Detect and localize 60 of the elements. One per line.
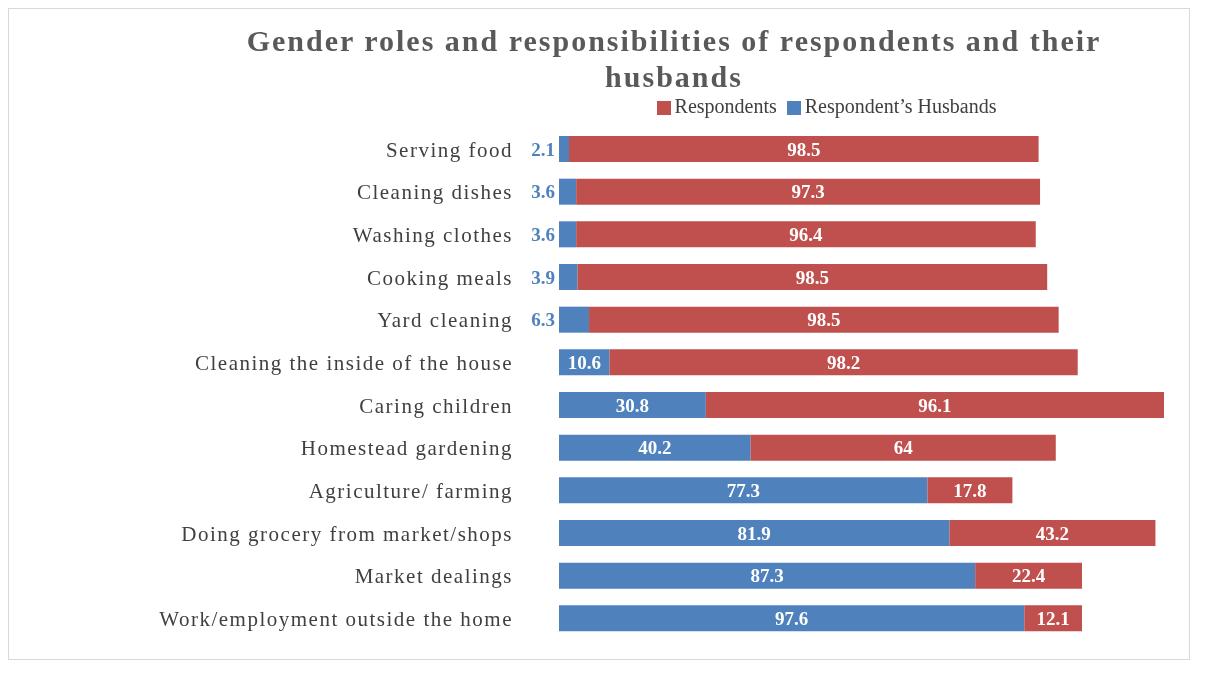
data-label: 6.3 [531,309,555,331]
y-tick-label: Doing grocery from market/shops [181,521,513,546]
data-label: 30.8 [615,394,650,416]
data-label: 96.1 [918,394,952,416]
legend-label: Respondent’s Husbands [804,95,997,117]
data-label: 12.1 [1036,607,1070,629]
bar [559,306,590,333]
bar [750,434,1056,461]
data-label: 3.6 [531,181,555,203]
bar [975,562,1082,589]
y-tick-label: Serving food [385,137,513,162]
data-label: 22.4 [1011,565,1046,587]
data-label: 3.6 [531,223,555,245]
bar [949,520,1156,546]
bar [559,178,577,205]
y-tick-label: Cleaning dishes [356,180,513,205]
data-label: 81.9 [737,522,771,544]
data-label: 96.4 [789,223,824,245]
bar [559,221,577,248]
data-label: 43.2 [1035,522,1070,544]
bar [559,264,578,290]
legend-label: Respondents [674,95,777,117]
bar [569,136,1039,162]
bar [559,605,1025,632]
bar [576,221,1036,248]
y-tick-label: Caring children [359,393,513,418]
bar [559,434,751,461]
data-label: 3.9 [531,266,555,288]
y-tick-label: Cooking meals [366,265,513,290]
data-label: 64 [893,437,914,459]
data-label: 98.2 [827,351,861,373]
bar [559,520,950,546]
y-tick-label: Market dealings [354,564,513,589]
y-tick-label: Cleaning the inside of the house [194,351,513,376]
y-tick-label: Work/employment outside the home [159,607,513,632]
data-label: 98.5 [787,138,821,160]
data-label: 77.3 [726,479,760,501]
data-label: 40.2 [638,437,672,459]
bar [559,136,570,162]
data-label: 10.6 [567,351,601,373]
bar [576,178,1041,205]
bar [609,349,1078,376]
y-tick-label: Washing clothes [352,223,513,248]
y-tick-label: Homestead gardening [300,436,513,461]
bar [705,392,1164,418]
data-label: 97.6 [775,607,809,629]
bar [559,392,706,418]
y-tick-label: Agriculture/ farming [308,479,513,504]
y-tick-label: Yard cleaning [377,308,513,333]
bar [559,562,976,589]
bar [589,306,1059,333]
data-label: 97.3 [791,181,825,203]
data-label: 2.1 [531,138,555,160]
bar [577,264,1048,290]
bar [559,477,928,504]
chart-title: Gender roles and responsibilities of respondents and their husbands [245,23,1103,95]
data-label: 98.5 [795,266,830,288]
data-label: 98.5 [807,309,841,331]
data-label: 17.8 [953,479,987,501]
data-label: 87.3 [750,565,784,587]
